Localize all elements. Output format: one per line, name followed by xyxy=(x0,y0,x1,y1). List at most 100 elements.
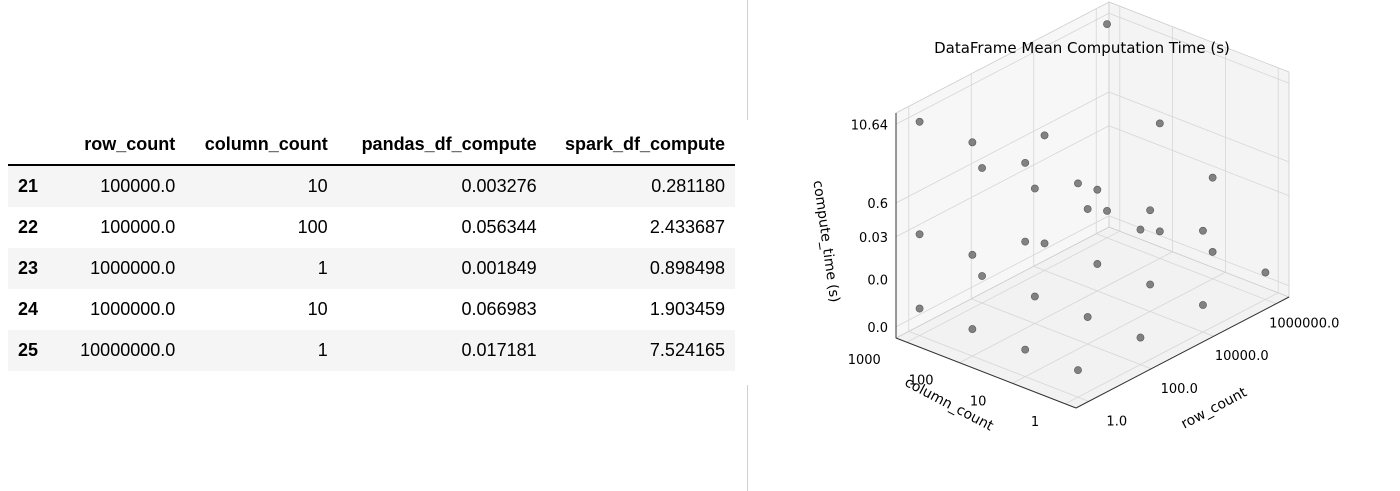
z-tick-label: 0.6 xyxy=(867,197,888,212)
x-tick-label: 1000000.0 xyxy=(1269,317,1339,332)
table-row: 23 1000000.0 1 0.001849 0.898498 xyxy=(8,248,735,289)
header-row-count: row_count xyxy=(59,124,186,166)
table-row: 25 10000000.0 1 0.017181 7.524165 xyxy=(8,330,735,371)
y-tick-label: 100 xyxy=(909,374,934,389)
gridline xyxy=(1096,233,1277,305)
scatter-point xyxy=(1208,248,1217,256)
scatter-point xyxy=(968,138,977,147)
panel-divider xyxy=(747,0,748,120)
gridline xyxy=(1108,12,1290,84)
row-index: 25 xyxy=(18,340,39,360)
cell-column-count: 100 xyxy=(297,217,328,237)
gridline xyxy=(1108,125,1290,197)
x-axis-line xyxy=(1075,296,1290,409)
gridline xyxy=(908,330,1089,402)
cell-pandas-df-compute: 0.017181 xyxy=(461,340,537,360)
scatter-point xyxy=(915,117,924,126)
scatter-point xyxy=(1093,260,1102,268)
dataframe-table: row_count column_count pandas_df_compute… xyxy=(8,124,735,371)
z-tick-label: 10.64 xyxy=(851,118,888,133)
table-header-row: row_count column_count pandas_df_compute… xyxy=(8,124,735,166)
row-index: 23 xyxy=(18,258,39,278)
scatter-point xyxy=(1199,301,1207,309)
cell-row-count: 10000000.0 xyxy=(80,340,176,360)
dataframe-table-panel: row_count column_count pandas_df_compute… xyxy=(8,124,735,371)
y-tick-label: 1000 xyxy=(848,353,881,368)
scatter-point xyxy=(915,304,924,313)
chart-canvas: 1.0100.010000.01000000.011010010000.00.0… xyxy=(809,1,1340,435)
gridline xyxy=(895,12,1110,125)
scatter-point xyxy=(1083,205,1092,213)
cell-spark-df-compute: 0.281180 xyxy=(651,176,725,196)
cell-spark-df-compute: 0.898498 xyxy=(649,258,725,278)
header-index xyxy=(8,124,60,166)
cell-row-count: 1000000.0 xyxy=(90,258,176,278)
gridline xyxy=(895,125,1110,238)
chart-axes xyxy=(895,113,1290,409)
scatter-point xyxy=(968,325,977,333)
scatter-point xyxy=(1074,366,1082,375)
gridline xyxy=(1108,91,1290,163)
y-axis-line xyxy=(895,337,1077,409)
scatter-point xyxy=(1103,206,1111,215)
z-tick-label: 0.03 xyxy=(859,231,888,246)
gridline xyxy=(1012,271,1226,384)
gridline xyxy=(971,298,1152,370)
cell-column-count: 1 xyxy=(317,340,328,360)
cell-row-count: 100000.0 xyxy=(100,176,176,196)
scatter-point xyxy=(1040,131,1049,140)
gridline xyxy=(1065,292,1279,405)
scatter-point xyxy=(1146,280,1155,289)
header-column-count: column_count xyxy=(185,124,338,166)
cell-pandas-df-compute: 0.001849 xyxy=(461,258,537,278)
table-row: 22 100000.0 100 0.056344 2.433687 xyxy=(8,207,735,248)
cell-column-count: 10 xyxy=(307,176,328,196)
x-tick-label: 10000.0 xyxy=(1215,349,1269,364)
scatter-point xyxy=(1030,292,1039,301)
table-body: 21 100000.0 10 0.003276 0.281180 22 1000… xyxy=(8,165,735,371)
scatter-3d-chart: 1.0 100.0 10000.0 1000000.0 1 10 100 1000 0.0 0.0… xyxy=(760,0,1400,491)
scatter-point xyxy=(1208,173,1217,182)
scatter-point xyxy=(1199,226,1207,235)
scatter-point xyxy=(1030,184,1039,193)
cell-spark-df-compute: 7.524165 xyxy=(649,340,725,360)
chart-tick-labels: 1.0100.010000.01000000.011010010000.00.0… xyxy=(848,118,1340,430)
gridline xyxy=(895,91,1110,204)
scatter-point xyxy=(915,230,924,239)
z-axis-label: compute_time (s) xyxy=(809,179,842,303)
y-tick-label: 1 xyxy=(1031,415,1039,430)
row-index: 21 xyxy=(18,176,39,196)
cell-pandas-df-compute: 0.003276 xyxy=(461,176,537,196)
chart-title: DataFrame Mean Computation Time (s) xyxy=(934,39,1230,57)
cell-column-count: 10 xyxy=(307,299,328,319)
gridline xyxy=(959,251,1173,364)
scatter-point xyxy=(1261,268,1270,277)
cell-row-count: 1000000.0 xyxy=(90,299,176,319)
scatter-point xyxy=(1093,185,1102,194)
gridline xyxy=(906,230,1120,343)
row-index: 22 xyxy=(18,217,39,237)
x-tick-label: 1.0 xyxy=(1106,414,1127,429)
cell-spark-df-compute: 2.433687 xyxy=(649,217,725,237)
cell-pandas-df-compute: 0.056344 xyxy=(461,217,537,237)
chart-points xyxy=(915,20,1270,375)
x-tick-label: 100.0 xyxy=(1161,382,1198,397)
scatter-point xyxy=(1103,20,1111,29)
scatter-point xyxy=(1021,158,1030,167)
scatter-point xyxy=(1083,313,1092,321)
panel-divider xyxy=(747,385,748,491)
scatter-point xyxy=(1074,179,1082,188)
table-row: 21 100000.0 10 0.003276 0.281180 xyxy=(8,165,735,207)
z-tick-label: 0.0 xyxy=(867,274,888,289)
gridline xyxy=(895,215,1110,328)
cell-spark-df-compute: 1.903459 xyxy=(649,299,725,319)
scatter-point xyxy=(1146,206,1155,215)
scatter-point xyxy=(978,164,986,172)
chart-gridlines xyxy=(895,6,1290,405)
z-tick-label: 0.0 xyxy=(867,321,888,336)
scatter-point xyxy=(1021,345,1030,354)
row-index: 24 xyxy=(18,299,39,319)
scatter-point xyxy=(1021,237,1030,246)
cell-column-count: 1 xyxy=(317,258,328,278)
scatter-point xyxy=(978,272,986,280)
